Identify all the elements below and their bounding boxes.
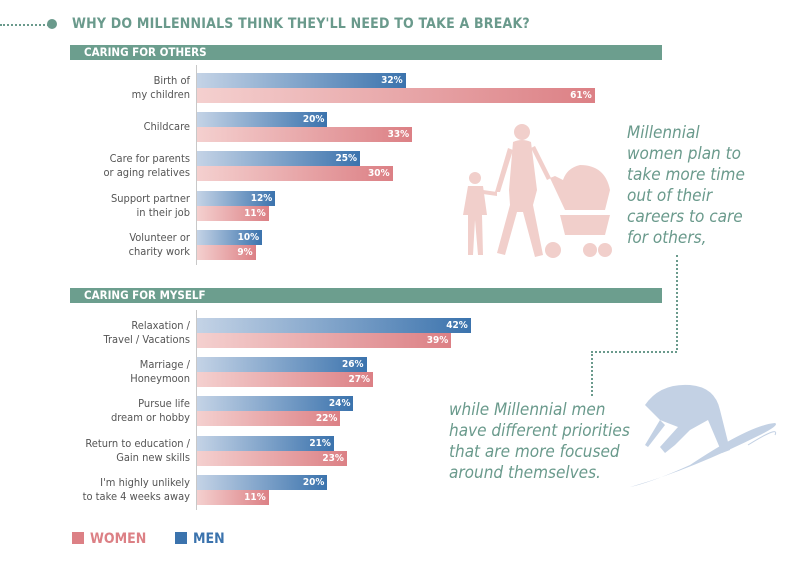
- legend-swatch-men: [175, 532, 187, 544]
- category-label: Birth of my children: [40, 74, 190, 102]
- note-line: women plan to: [627, 144, 741, 164]
- bar-men: 25%: [197, 151, 360, 167]
- axis-line: [196, 310, 197, 510]
- bar-men: 12%: [197, 190, 276, 206]
- note-line: have different priorities: [449, 421, 630, 441]
- bar-men: 20%: [197, 112, 328, 128]
- category-label-line: or aging relatives: [103, 166, 190, 180]
- note-line: while Millennial men: [449, 400, 606, 420]
- chart-title: WHY DO MILLENNIALS THINK THEY'LL NEED TO…: [72, 16, 530, 32]
- category-label-line: my children: [131, 88, 190, 101]
- category-label-line: Childcare: [143, 120, 190, 134]
- note-line: careers to care: [627, 207, 743, 227]
- note-line: for others,: [627, 228, 707, 248]
- group-header: CARING FOR MYSELF: [70, 288, 662, 303]
- surfer-silhouette-icon: [630, 384, 777, 487]
- bar-women: 22%: [197, 411, 341, 427]
- category-label: Support partner in their job: [40, 192, 190, 220]
- bar-men: 42%: [197, 318, 471, 333]
- connector-dots: [591, 351, 593, 396]
- bar-women: 27%: [197, 372, 374, 388]
- category-label: Return to education / Gain new skills: [40, 437, 190, 465]
- bar-men: 32%: [197, 73, 406, 88]
- category-label-line: in their job: [136, 205, 190, 219]
- legend-swatch-women: [72, 532, 84, 544]
- category-label-line: to take 4 weeks away: [82, 489, 190, 503]
- legend-label-men: MEN: [193, 531, 225, 547]
- women-note: Millennial women plan to take more time …: [627, 123, 745, 249]
- bar-women: 33%: [197, 127, 413, 143]
- category-label-line: dream or hobby: [110, 411, 190, 425]
- title-bullet: [47, 19, 57, 29]
- bar-women: 61%: [197, 88, 595, 103]
- category-label-line: Pursue life: [138, 397, 190, 411]
- category-label: Childcare: [40, 120, 190, 134]
- bar-women: 11%: [197, 205, 269, 221]
- bar-men: 10%: [197, 229, 263, 245]
- bar-women: 30%: [197, 166, 393, 182]
- woman-with-child-and-stroller-silhouette-icon: [463, 124, 612, 258]
- category-label: Care for parents or aging relatives: [40, 152, 190, 180]
- category-label: Volunteer or charity work: [40, 231, 190, 259]
- category-label: Relaxation / Travel / Vacations: [40, 319, 190, 347]
- category-label: Pursue life dream or hobby: [40, 397, 190, 425]
- title-leader-dots: [0, 24, 52, 26]
- note-line: Millennial: [627, 123, 700, 143]
- category-label: Marriage / Honeymoon: [40, 358, 190, 386]
- bar-men: 20%: [197, 474, 328, 490]
- axis-line: [196, 65, 197, 265]
- category-label-line: Travel / Vacations: [103, 333, 190, 346]
- category-label-line: Relaxation /: [131, 319, 190, 332]
- category-label-line: Support partner: [111, 191, 190, 205]
- connector-dots: [591, 351, 677, 353]
- note-line: around themselves.: [449, 463, 601, 483]
- category-label-line: charity work: [128, 244, 190, 258]
- category-label-line: Birth of: [153, 74, 190, 87]
- legend-men: MEN: [175, 531, 225, 547]
- connector-dots: [676, 255, 678, 350]
- category-label-line: Honeymoon: [130, 372, 190, 386]
- bar-men: 24%: [197, 396, 354, 412]
- bar-men: 21%: [197, 435, 334, 451]
- bar-women: 9%: [197, 244, 256, 260]
- category-label-line: Return to education /: [85, 436, 190, 450]
- note-line: out of their: [627, 186, 713, 206]
- bar-women: 39%: [197, 333, 452, 348]
- bar-women: 11%: [197, 489, 269, 505]
- note-line: take more time: [627, 165, 745, 185]
- legend-women: WOMEN: [72, 531, 146, 547]
- category-label-line: Volunteer or: [129, 230, 190, 244]
- bar-men: 26%: [197, 357, 367, 373]
- bar-women: 23%: [197, 450, 347, 466]
- category-label-line: I'm highly unlikely: [100, 475, 190, 489]
- men-note: while Millennial men have different prio…: [449, 400, 630, 484]
- category-label-line: Gain new skills: [116, 450, 190, 464]
- legend-label-women: WOMEN: [90, 531, 147, 547]
- category-label: I'm highly unlikely to take 4 weeks away: [40, 476, 190, 504]
- category-label-line: Marriage /: [139, 358, 190, 372]
- category-label-line: Care for parents: [109, 152, 190, 166]
- group-header: CARING FOR OTHERS: [70, 45, 662, 60]
- note-line: that are more focused: [449, 442, 620, 462]
